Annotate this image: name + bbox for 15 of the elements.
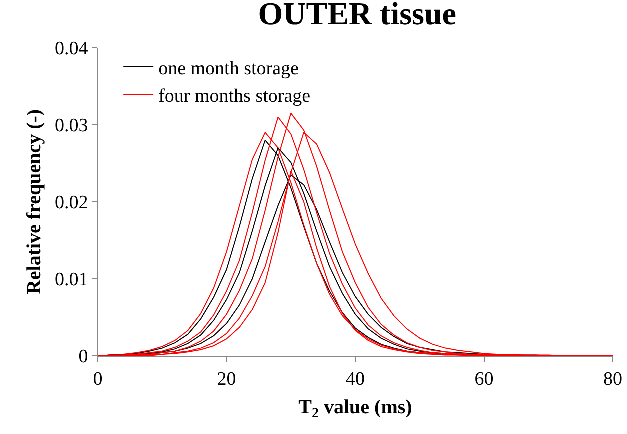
x-tick-label: 0 bbox=[93, 368, 103, 390]
legend-label: one month storage bbox=[158, 58, 299, 80]
x-tick-label: 80 bbox=[604, 368, 622, 390]
y-tick-label: 0.02 bbox=[54, 192, 88, 214]
x-tick-label: 40 bbox=[346, 368, 365, 390]
y-tick-label: 0.03 bbox=[54, 116, 88, 137]
y-tick-label: 0 bbox=[78, 346, 88, 368]
chart-title: OUTER tissue bbox=[258, 0, 457, 32]
x-tick-label: 60 bbox=[474, 368, 494, 390]
y-tick-label: 0.01 bbox=[54, 270, 88, 291]
y-tick-label: 0.04 bbox=[54, 38, 89, 60]
x-axis-title: T$_{2}$ value (ms) bbox=[298, 396, 412, 422]
y-axis-title: Relative frequency (-) bbox=[23, 109, 46, 295]
legend-label: four months storage bbox=[158, 86, 311, 107]
x-tick-label: 20 bbox=[217, 368, 236, 390]
